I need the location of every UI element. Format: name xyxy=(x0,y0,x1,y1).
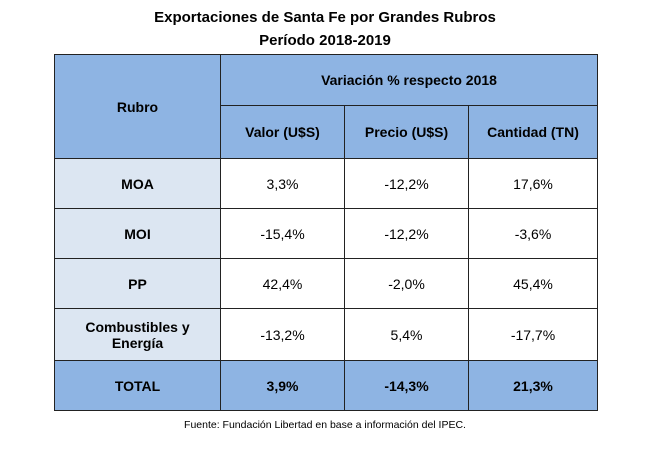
row-label-moa: MOA xyxy=(55,159,221,209)
row-label-pp: PP xyxy=(55,259,221,309)
total-row: TOTAL 3,9% -14,3% 21,3% xyxy=(55,361,598,411)
row-label-moi: MOI xyxy=(55,209,221,259)
cell-cantidad: -17,7% xyxy=(469,309,598,361)
cell-precio: 5,4% xyxy=(345,309,469,361)
cell-precio: -2,0% xyxy=(345,259,469,309)
cell-precio: -12,2% xyxy=(345,159,469,209)
total-valor: 3,9% xyxy=(221,361,345,411)
table-row: PP 42,4% -2,0% 45,4% xyxy=(55,259,598,309)
cell-cantidad: -3,6% xyxy=(469,209,598,259)
total-cantidad: 21,3% xyxy=(469,361,598,411)
row-label-combustibles: Combustibles y Energía xyxy=(55,309,221,361)
column-header-valor: Valor (U$S) xyxy=(221,106,345,159)
column-header-cantidad: Cantidad (TN) xyxy=(469,106,598,159)
variation-group-header: Variación % respecto 2018 xyxy=(221,55,598,106)
table-row: Combustibles y Energía -13,2% 5,4% -17,7… xyxy=(55,309,598,361)
cell-valor: 3,3% xyxy=(221,159,345,209)
table-title: Exportaciones de Santa Fe por Grandes Ru… xyxy=(0,8,650,28)
column-header-precio: Precio (U$S) xyxy=(345,106,469,159)
table-row: MOI -15,4% -12,2% -3,6% xyxy=(55,209,598,259)
cell-cantidad: 45,4% xyxy=(469,259,598,309)
cell-cantidad: 17,6% xyxy=(469,159,598,209)
cell-valor: -15,4% xyxy=(221,209,345,259)
total-precio: -14,3% xyxy=(345,361,469,411)
row-label-total: TOTAL xyxy=(55,361,221,411)
rubro-header: Rubro xyxy=(55,55,221,159)
exports-table: Rubro Variación % respecto 2018 Valor (U… xyxy=(54,54,598,411)
cell-precio: -12,2% xyxy=(345,209,469,259)
source-note: Fuente: Fundación Libertad en base a inf… xyxy=(0,418,650,432)
table-row: MOA 3,3% -12,2% 17,6% xyxy=(55,159,598,209)
table-subtitle: Período 2018-2019 xyxy=(0,31,650,51)
cell-valor: -13,2% xyxy=(221,309,345,361)
cell-valor: 42,4% xyxy=(221,259,345,309)
